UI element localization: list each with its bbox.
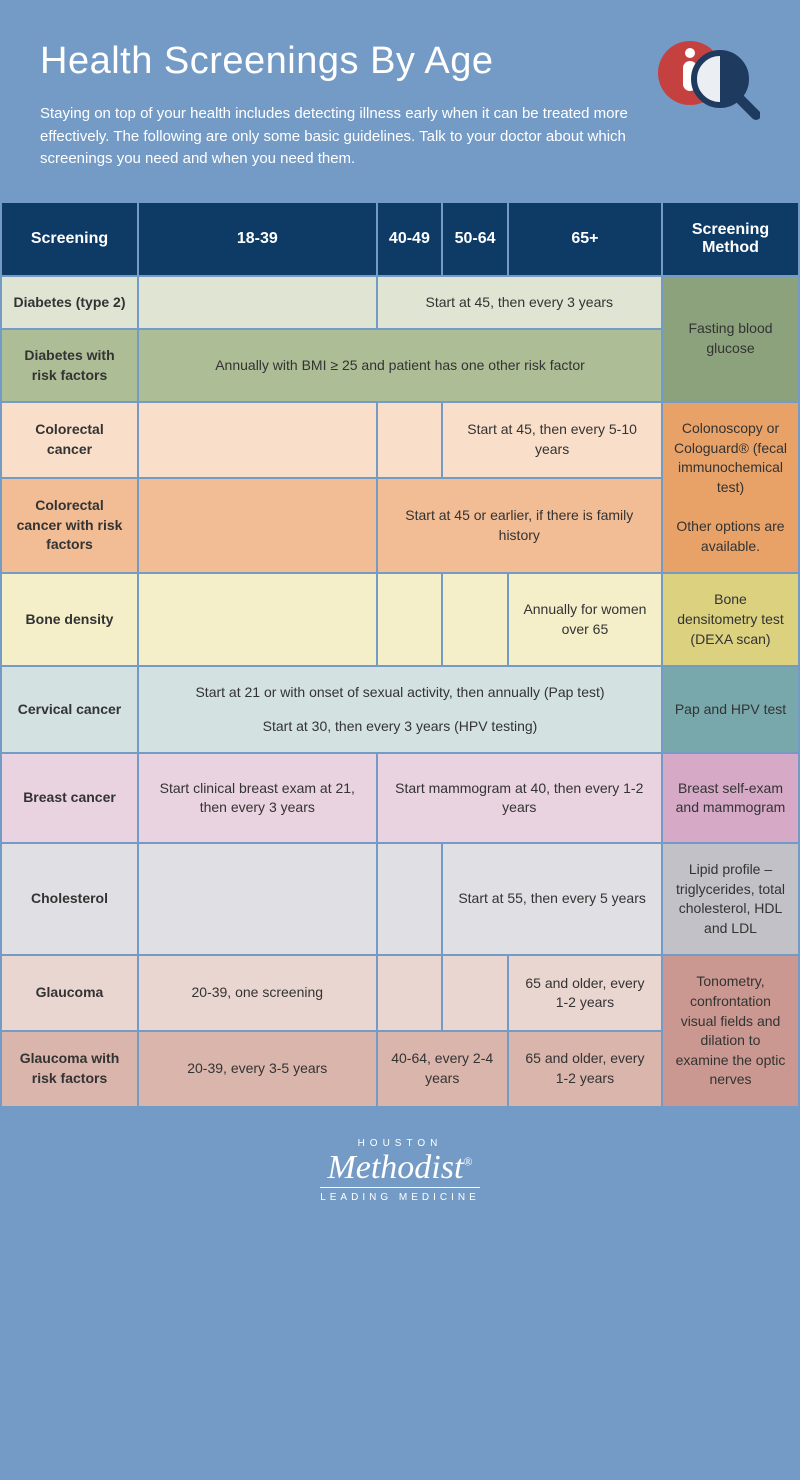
footer-top: HOUSTON — [320, 1138, 480, 1149]
method-bone: Bone densitometry test (DEXA scan) — [663, 574, 798, 665]
header: Health Screenings By Age Staying on top … — [0, 0, 800, 201]
col-40-49: 40-49 — [378, 203, 442, 275]
cell-empty — [139, 479, 376, 573]
page-subtitle: Staying on top of your health includes d… — [40, 103, 640, 171]
cell-empty — [378, 574, 442, 665]
footer-brand: HOUSTON Methodist® LEADING MEDICINE — [320, 1138, 480, 1203]
method-cholesterol: Lipid profile – triglycerides, total cho… — [663, 844, 798, 954]
cervical-note-1: Start at 21 or with onset of sexual acti… — [149, 683, 651, 703]
label-glaucoma-risk: Glaucoma with risk factors — [2, 1032, 137, 1106]
method-glaucoma: Tonometry, confrontation visual fields a… — [663, 956, 798, 1106]
col-method: Screening Method — [663, 203, 798, 275]
col-screening: Screening — [2, 203, 137, 275]
label-cholesterol: Cholesterol — [2, 844, 137, 954]
cell-cholesterol-note: Start at 55, then every 5 years — [443, 844, 661, 954]
cell-empty — [139, 403, 376, 476]
cell-colorectal-note: Start at 45, then every 5-10 years — [443, 403, 661, 476]
cell-glaucoma-risk-note2: 40-64, every 2-4 years — [378, 1032, 507, 1106]
row-colorectal: Colorectal cancer Start at 45, then ever… — [2, 403, 798, 476]
row-cholesterol: Cholesterol Start at 55, then every 5 ye… — [2, 844, 798, 954]
label-diabetes: Diabetes (type 2) — [2, 277, 137, 329]
cell-cervical-note: Start at 21 or with onset of sexual acti… — [139, 667, 661, 752]
method-breast: Breast self-exam and mammogram — [663, 754, 798, 842]
label-bone: Bone density — [2, 574, 137, 665]
screenings-table: Screening 18-39 40-49 50-64 65+ Screenin… — [0, 201, 800, 1108]
page-container: Health Screenings By Age Staying on top … — [0, 0, 800, 1240]
cell-empty — [443, 574, 507, 665]
label-breast: Breast cancer — [2, 754, 137, 842]
cell-empty — [378, 403, 442, 476]
row-diabetes: Diabetes (type 2) Start at 45, then ever… — [2, 277, 798, 329]
label-cervical: Cervical cancer — [2, 667, 137, 752]
label-colorectal-risk: Colorectal cancer with risk factors — [2, 479, 137, 573]
cell-diabetes-note: Start at 45, then every 3 years — [378, 277, 661, 329]
cell-empty — [378, 844, 442, 954]
label-diabetes-risk: Diabetes with risk factors — [2, 330, 137, 401]
cell-diabetes-risk-note: Annually with BMI ≥ 25 and patient has o… — [139, 330, 661, 401]
col-18-39: 18-39 — [139, 203, 376, 275]
cell-empty — [378, 956, 442, 1030]
cell-glaucoma-risk-note1: 20-39, every 3-5 years — [139, 1032, 376, 1106]
cell-glaucoma-note2: 65 and older, every 1-2 years — [509, 956, 661, 1030]
cell-glaucoma-risk-note3: 65 and older, every 1-2 years — [509, 1032, 661, 1106]
col-65plus: 65+ — [509, 203, 661, 275]
table-header-row: Screening 18-39 40-49 50-64 65+ Screenin… — [2, 203, 798, 275]
row-breast: Breast cancer Start clinical breast exam… — [2, 754, 798, 842]
cervical-note-2: Start at 30, then every 3 years (HPV tes… — [149, 717, 651, 737]
header-icon — [650, 35, 760, 130]
row-glaucoma: Glaucoma 20-39, one screening 65 and old… — [2, 956, 798, 1030]
cell-bone-note: Annually for women over 65 — [509, 574, 661, 665]
cell-breast-note1: Start clinical breast exam at 21, then e… — [139, 754, 376, 842]
footer-main: Methodist® — [320, 1151, 480, 1185]
cell-empty — [139, 844, 376, 954]
method-colorectal: Colonoscopy or Cologuard® (fecal immunoc… — [663, 403, 798, 572]
col-50-64: 50-64 — [443, 203, 507, 275]
cell-colorectal-risk-note: Start at 45 or earlier, if there is fami… — [378, 479, 661, 573]
method-diabetes: Fasting blood glucose — [663, 277, 798, 402]
footer: HOUSTON Methodist® LEADING MEDICINE — [0, 1108, 800, 1240]
cell-glaucoma-note1: 20-39, one screening — [139, 956, 376, 1030]
label-colorectal: Colorectal cancer — [2, 403, 137, 476]
cell-empty — [139, 277, 376, 329]
label-glaucoma: Glaucoma — [2, 956, 137, 1030]
row-bone: Bone density Annually for women over 65 … — [2, 574, 798, 665]
cell-empty — [443, 956, 507, 1030]
cell-breast-note2: Start mammogram at 40, then every 1-2 ye… — [378, 754, 661, 842]
footer-bottom: LEADING MEDICINE — [320, 1187, 480, 1203]
row-cervical: Cervical cancer Start at 21 or with onse… — [2, 667, 798, 752]
cell-empty — [139, 574, 376, 665]
method-cervical: Pap and HPV test — [663, 667, 798, 752]
